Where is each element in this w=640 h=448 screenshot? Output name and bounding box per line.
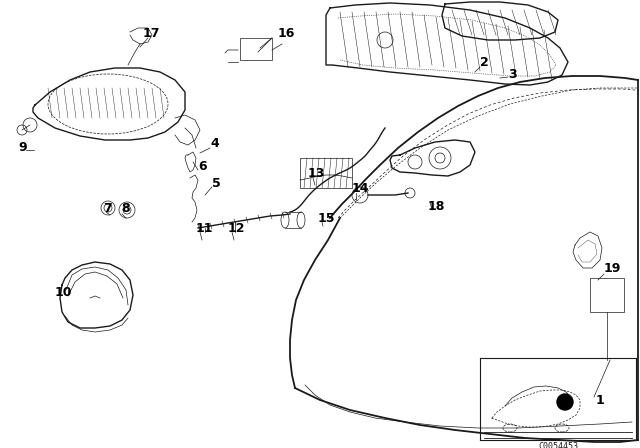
- Text: 7: 7: [103, 202, 112, 215]
- Text: 3: 3: [508, 68, 516, 81]
- Text: 11: 11: [196, 221, 214, 234]
- Bar: [240, 38, 272, 60]
- Text: 10: 10: [55, 285, 72, 298]
- Text: 13: 13: [308, 167, 325, 180]
- Text: 1: 1: [596, 393, 605, 406]
- Text: 15: 15: [318, 211, 335, 224]
- Text: 18: 18: [428, 199, 445, 212]
- Circle shape: [557, 394, 573, 410]
- Text: 14: 14: [352, 181, 369, 194]
- Circle shape: [382, 37, 388, 43]
- Text: 19: 19: [604, 262, 621, 275]
- Text: C0054453: C0054453: [538, 441, 578, 448]
- Text: 5: 5: [212, 177, 221, 190]
- Text: 9: 9: [18, 141, 27, 154]
- Text: 12: 12: [228, 221, 246, 234]
- Text: 4: 4: [210, 137, 219, 150]
- Bar: [590, 278, 624, 312]
- Bar: [300, 158, 352, 188]
- Text: 17: 17: [143, 26, 161, 39]
- Text: 6: 6: [198, 159, 207, 172]
- Text: 8: 8: [121, 202, 130, 215]
- Text: 16: 16: [278, 26, 296, 39]
- Text: 2: 2: [480, 56, 489, 69]
